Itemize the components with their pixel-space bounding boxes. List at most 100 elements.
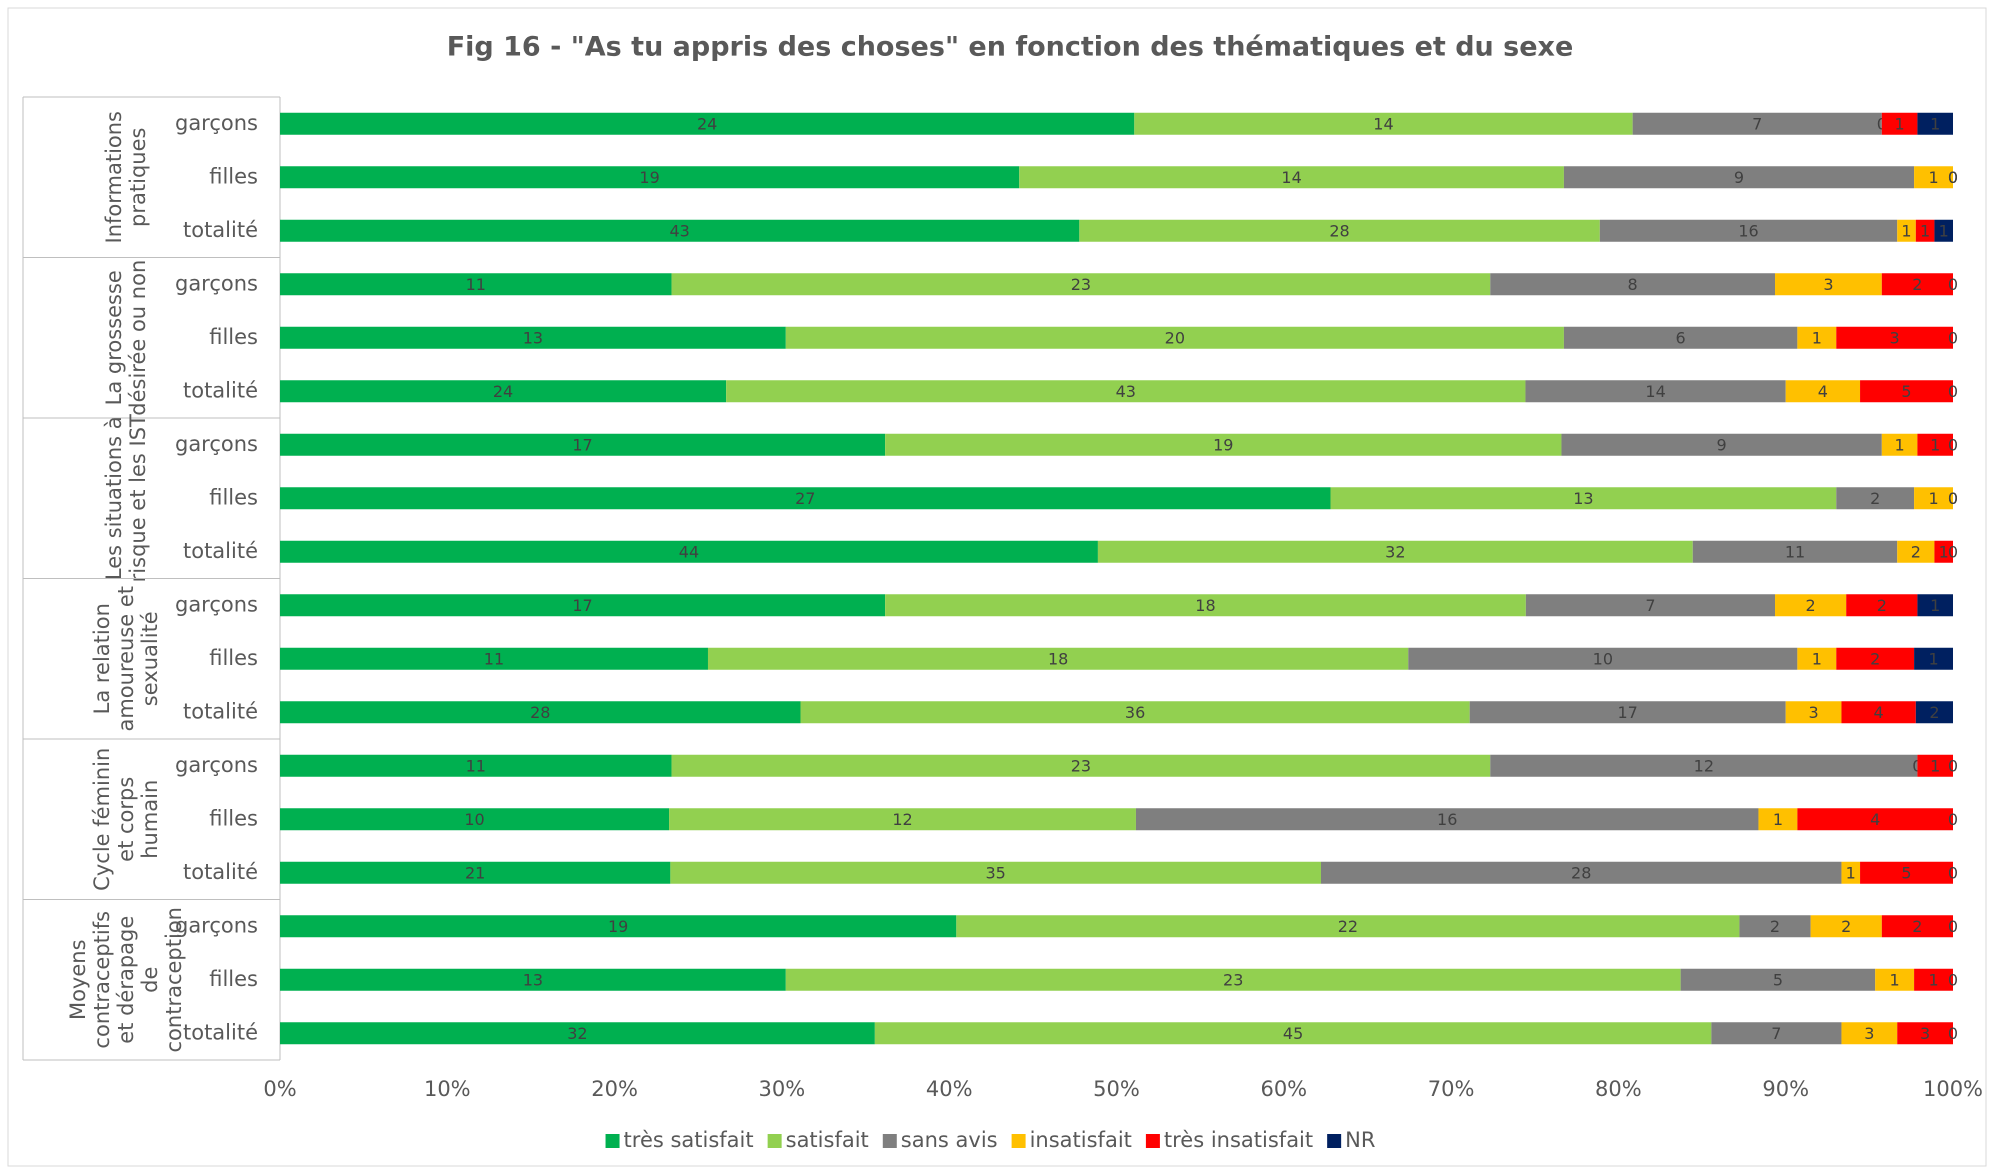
bar-segment — [280, 433, 886, 456]
bar-segment — [1836, 487, 1915, 510]
data-label: 28 — [1329, 221, 1349, 240]
bar-segment — [669, 808, 1136, 831]
data-label: 0 — [1948, 970, 1958, 989]
legend-swatch — [1327, 1134, 1342, 1148]
bar-segment — [1490, 754, 1918, 777]
group-label-line: humain — [138, 780, 162, 859]
data-label: 14 — [1373, 114, 1393, 133]
data-label: 10 — [1593, 649, 1613, 668]
legend-label: sans avis — [901, 1128, 998, 1152]
group-label-line: La relation — [90, 603, 114, 714]
data-label: 17 — [572, 435, 592, 454]
data-label: 0 — [1948, 810, 1958, 829]
data-label: 4 — [1870, 810, 1880, 829]
data-label: 17 — [572, 596, 592, 615]
data-label: 0 — [1948, 435, 1958, 454]
bar-segment — [1881, 433, 1918, 456]
bar-segment — [1775, 273, 1882, 296]
data-label: 43 — [669, 221, 689, 240]
y-tick-label: filles — [209, 646, 258, 670]
data-label: 2 — [1929, 703, 1939, 722]
legend-swatch — [605, 1134, 620, 1148]
data-label: 16 — [1437, 810, 1457, 829]
bar-segment — [280, 380, 727, 403]
group-label-line: sexualité — [138, 611, 162, 706]
bar-segment — [1860, 380, 1953, 403]
x-tick-label: 90% — [1762, 1077, 1809, 1101]
bar-segment — [1917, 594, 1953, 617]
bar-segment — [885, 594, 1526, 617]
data-label: 1 — [1928, 970, 1938, 989]
data-label: 2 — [1806, 596, 1816, 615]
bar-segment — [1785, 701, 1842, 724]
bar-segment — [1875, 968, 1915, 991]
data-label: 21 — [465, 863, 485, 882]
bar-segment — [1846, 594, 1918, 617]
data-label: 11 — [466, 756, 486, 775]
group-label-line: La grossesse — [102, 270, 126, 405]
legend-swatch — [1011, 1134, 1026, 1148]
bar-segment — [1469, 701, 1786, 724]
data-label: 1 — [1939, 221, 1949, 240]
data-label: 0 — [1948, 863, 1958, 882]
data-label: 7 — [1752, 114, 1762, 133]
data-label: 0 — [1948, 542, 1958, 561]
bar-segment — [1841, 861, 1861, 884]
data-label: 2 — [1841, 917, 1851, 936]
bar-segment — [280, 594, 886, 617]
data-label: 28 — [1571, 863, 1591, 882]
data-label: 19 — [608, 917, 628, 936]
data-label: 1 — [1895, 114, 1905, 133]
bar-segment — [1915, 701, 1953, 724]
data-label: 0 — [1948, 275, 1958, 294]
data-label: 5 — [1773, 970, 1783, 989]
data-label: 5 — [1901, 863, 1911, 882]
data-label: 18 — [1048, 649, 1068, 668]
data-label: 2 — [1912, 275, 1922, 294]
data-label: 0 — [1948, 917, 1958, 936]
data-label: 13 — [523, 970, 543, 989]
bar-segment — [1563, 166, 1915, 189]
x-tick-label: 70% — [1428, 1077, 1475, 1101]
data-label: 1 — [1930, 435, 1940, 454]
data-label: 7 — [1771, 1024, 1781, 1043]
x-tick-label: 10% — [424, 1077, 471, 1101]
group-label-line: désirée ou non — [126, 260, 150, 416]
data-label: 0 — [1948, 489, 1958, 508]
data-label: 14 — [1645, 382, 1665, 401]
bar-segment — [280, 968, 786, 991]
bar-segment — [280, 701, 801, 724]
bar-segment — [1135, 808, 1759, 831]
bar-segment — [1563, 326, 1798, 349]
data-label: 35 — [985, 863, 1005, 882]
data-label: 0 — [1948, 168, 1958, 187]
chart-title: Fig 16 - "As tu appris des choses" en fo… — [447, 32, 1574, 63]
bar-segment — [1134, 112, 1633, 135]
data-label: 7 — [1645, 596, 1655, 615]
data-label: 12 — [892, 810, 912, 829]
bar-segment — [1785, 380, 1861, 403]
bar-segment — [280, 487, 1331, 510]
bar-segment — [1934, 219, 1953, 242]
data-label: 1 — [1846, 863, 1856, 882]
data-label: 27 — [795, 489, 815, 508]
bar-segment — [1914, 968, 1953, 991]
bar-segment — [1810, 915, 1882, 938]
data-label: 0 — [1948, 489, 1958, 508]
data-label: 12 — [1694, 756, 1714, 775]
bar-segment — [671, 273, 1491, 296]
legend-swatch — [882, 1134, 897, 1148]
legend-label: très satisfait — [624, 1128, 754, 1152]
data-label: 1 — [1920, 221, 1930, 240]
bar-segment — [1320, 861, 1842, 884]
data-label: 4 — [1874, 703, 1884, 722]
data-label: 24 — [697, 114, 717, 133]
bar-segment — [1917, 112, 1953, 135]
data-label: 5 — [1901, 382, 1911, 401]
x-tick-label: 20% — [591, 1077, 638, 1101]
bar-segment — [280, 915, 957, 938]
bar-segment — [280, 1022, 875, 1045]
group-label-line: pratiques — [126, 128, 150, 227]
group-label-line: contraceptifs — [90, 911, 114, 1049]
